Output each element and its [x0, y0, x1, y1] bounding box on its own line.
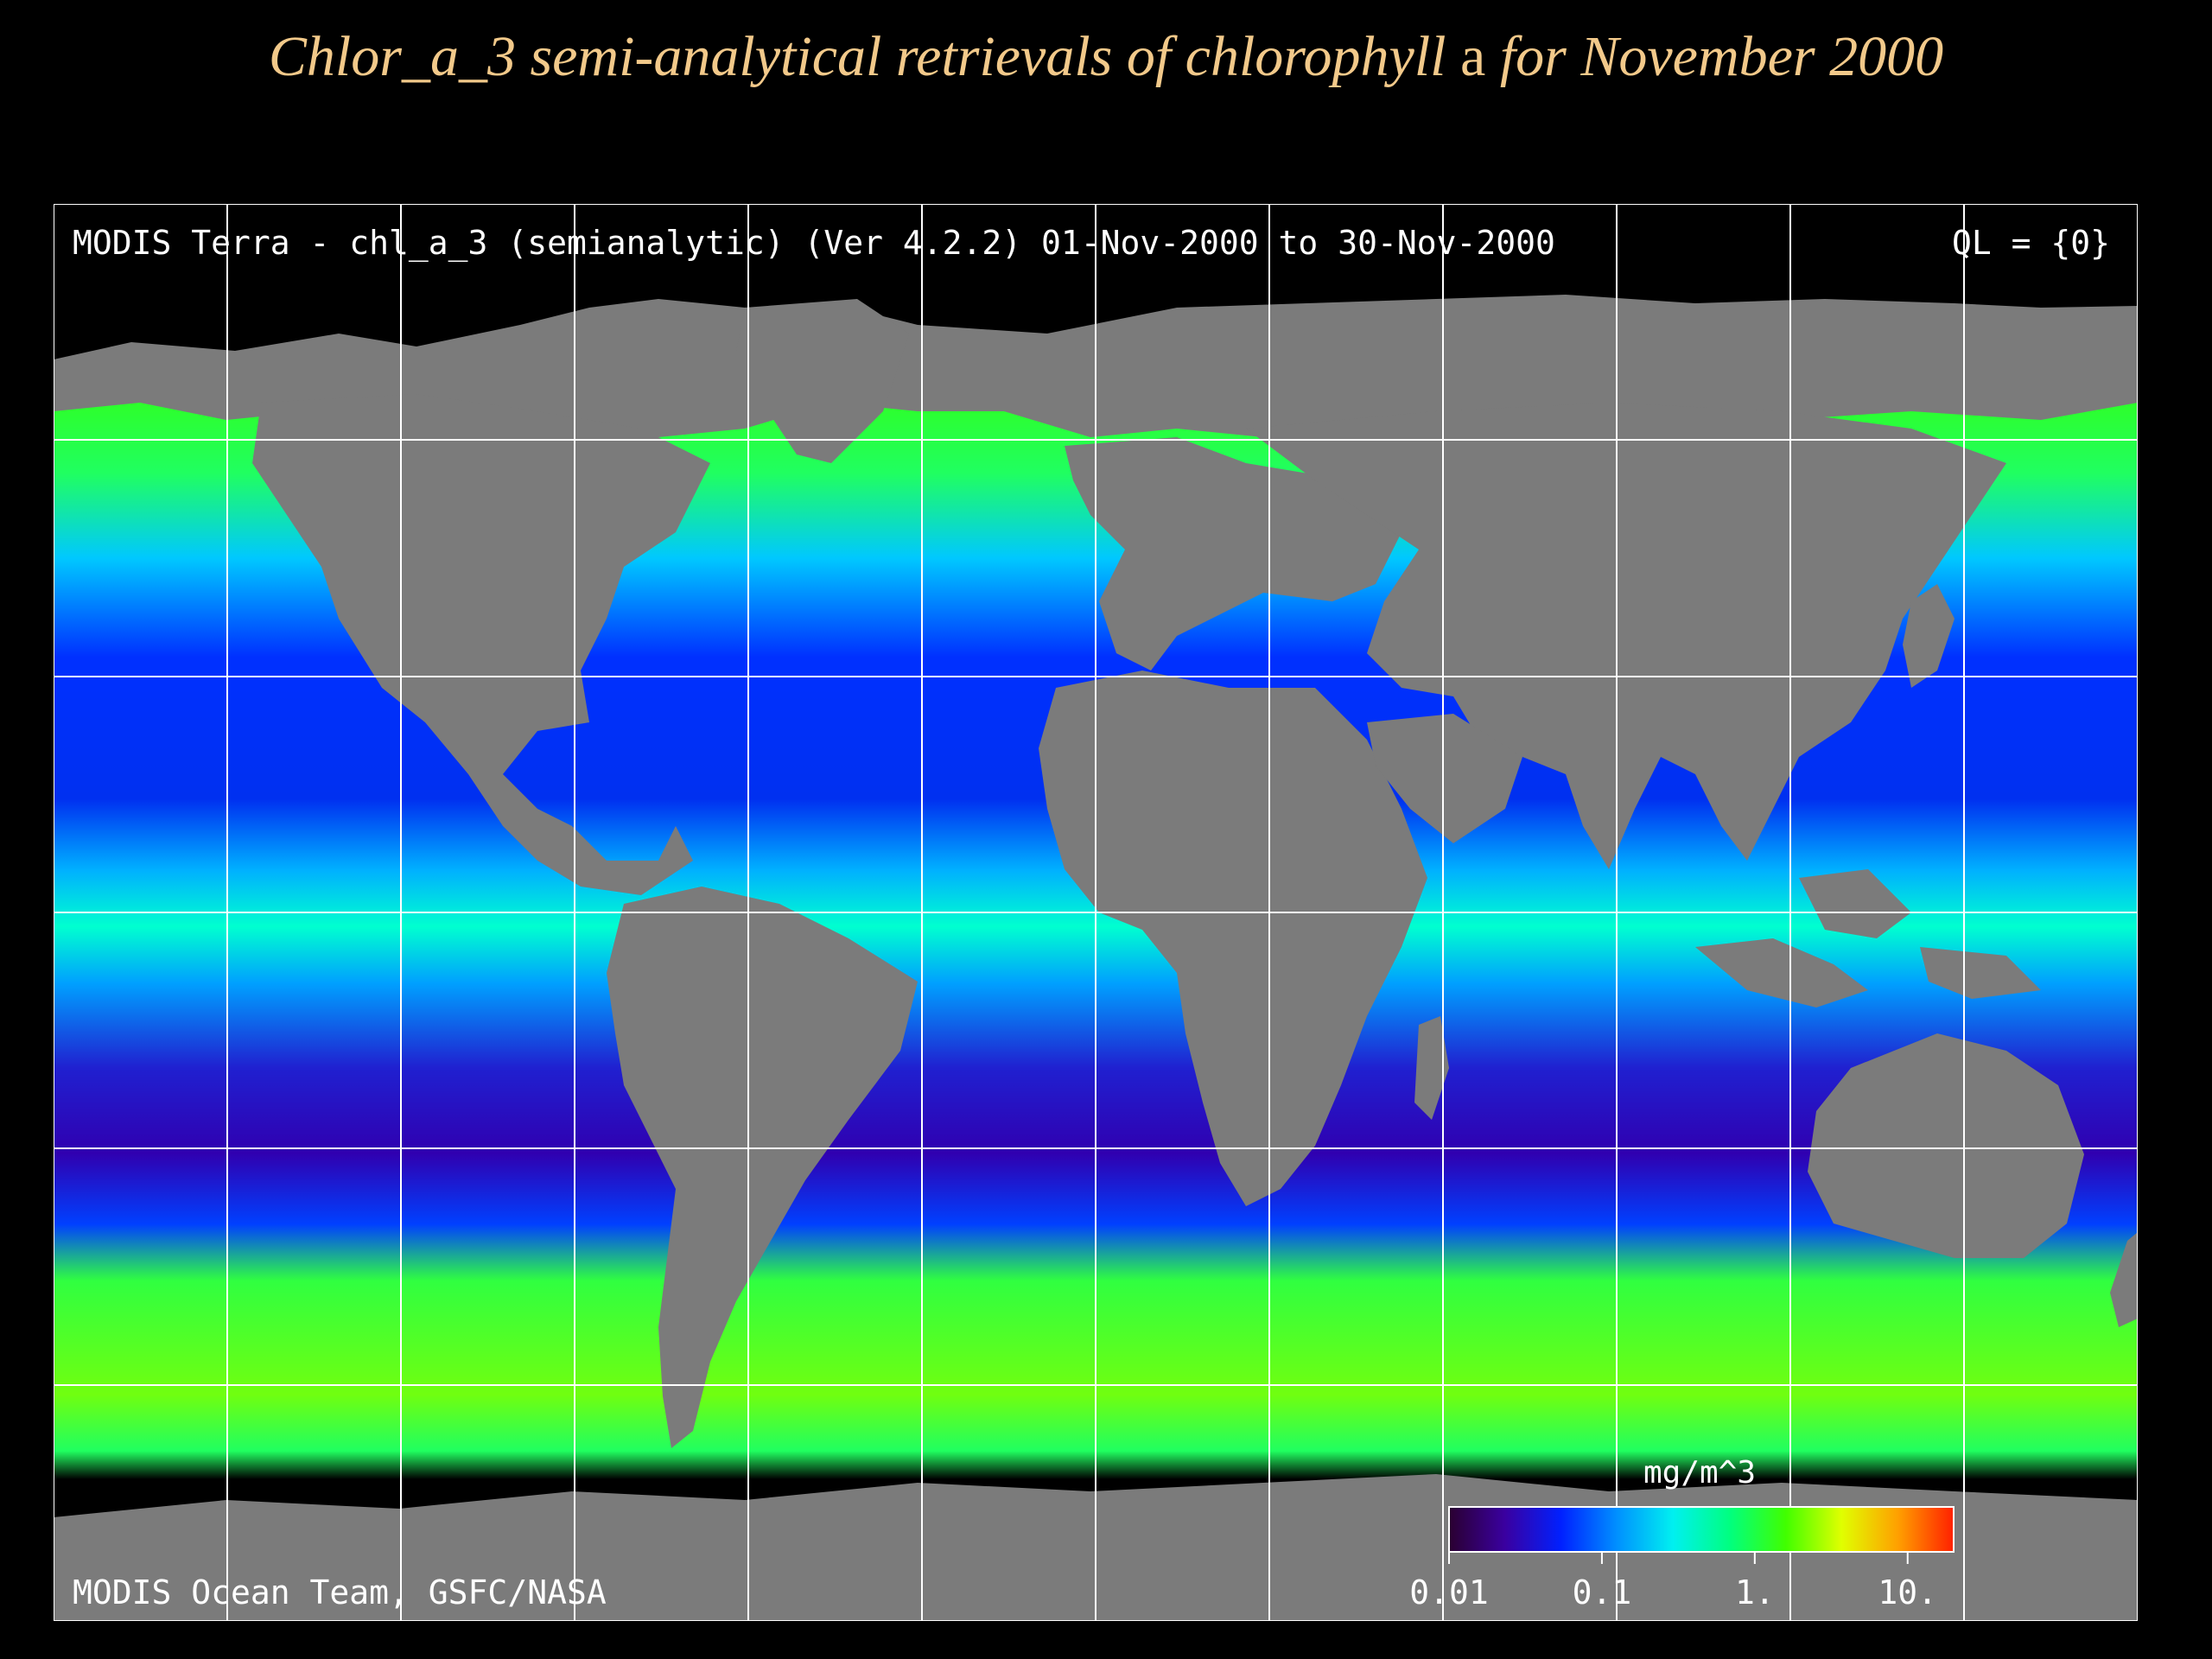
- legend-tick-label: 0.01: [1409, 1573, 1489, 1611]
- europe: [1065, 437, 1402, 671]
- map-header-left: MODIS Terra - chl_a_3 (semianalytic) (Ve…: [73, 224, 1555, 263]
- title-italic-a: a: [1460, 25, 1486, 88]
- slide-title: Chlor_a_3 semi-analytical retrievals of …: [0, 24, 2212, 90]
- japan: [1903, 584, 1955, 688]
- colorbar-legend: mg/m^3 0.01 0.1 1. 10.: [1409, 1455, 1955, 1611]
- map-header-right: QL = {0}: [1952, 224, 2110, 262]
- legend-ticks: 0.01 0.1 1. 10.: [1409, 1552, 1937, 1611]
- world-map-svg: MODIS Terra - chl_a_3 (semianalytic) (Ve…: [54, 204, 2138, 1621]
- legend-unit: mg/m^3: [1643, 1455, 1756, 1491]
- title-part-2: for November 2000: [1499, 25, 1944, 88]
- africa: [1039, 671, 1427, 1206]
- legend-tick-label: 10.: [1878, 1573, 1937, 1611]
- borneo-new-guinea: [1799, 869, 2041, 999]
- indonesia: [1695, 938, 1868, 1007]
- legend-tick-label: 0.1: [1573, 1573, 1632, 1611]
- map-credit: MODIS Ocean Team, GSFC/NASA: [73, 1573, 607, 1611]
- arabian-peninsula: [1367, 714, 1522, 843]
- madagascar: [1414, 1016, 1449, 1120]
- legend-colorbar: [1448, 1506, 1955, 1553]
- asia: [1246, 403, 2006, 869]
- graticule: [54, 204, 2138, 1621]
- australia: [1808, 1033, 2084, 1258]
- legend-tick-label: 1.: [1735, 1573, 1775, 1611]
- new-zealand: [2110, 1232, 2138, 1327]
- north-america: [252, 394, 710, 895]
- title-part-1: Chlor_a_3 semi-analytical retrievals of …: [268, 25, 1446, 88]
- greenland: [736, 299, 909, 463]
- chlorophyll-map: MODIS Terra - chl_a_3 (semianalytic) (Ve…: [54, 204, 2138, 1621]
- south-america: [607, 887, 918, 1448]
